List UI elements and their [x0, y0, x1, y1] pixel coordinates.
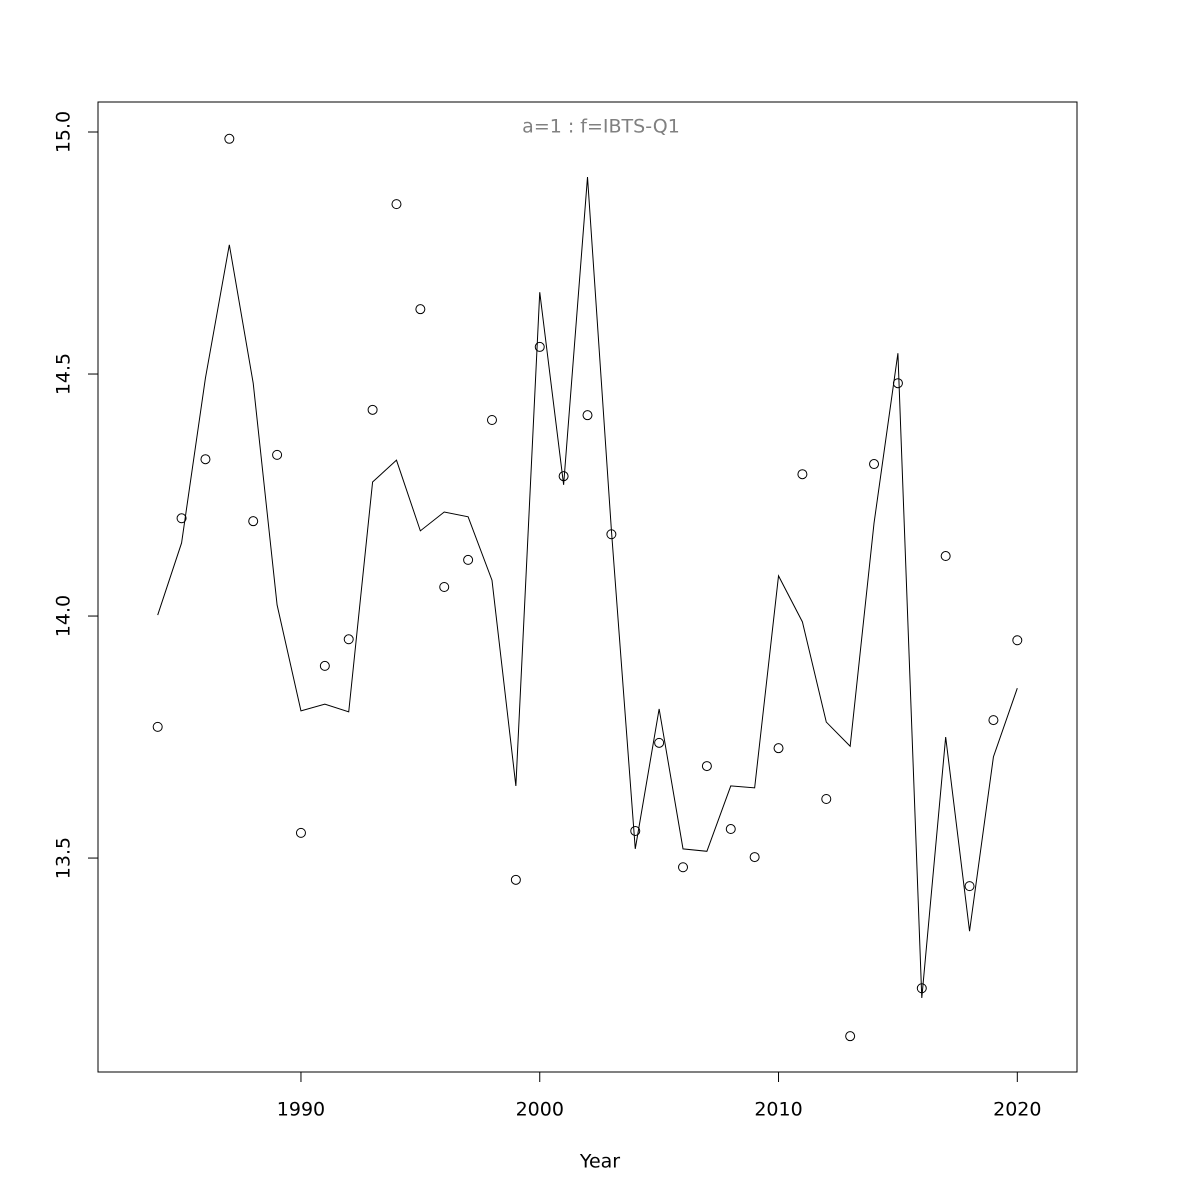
x-tick-label: 2010 [754, 1099, 802, 1121]
data-point [319, 660, 330, 671]
data-point [940, 551, 951, 562]
data-point [176, 513, 187, 524]
data-point [892, 378, 903, 389]
data-point [749, 852, 760, 863]
data-point [869, 459, 880, 470]
data-point [582, 410, 593, 421]
x-tick-label: 2020 [993, 1099, 1041, 1121]
data-point [295, 827, 306, 838]
data-point [367, 404, 378, 415]
y-tick-label: 13.5 [53, 837, 75, 879]
data-point [821, 794, 832, 805]
data-point [415, 304, 426, 315]
data-point [463, 554, 474, 565]
data-point [534, 341, 545, 352]
y-tick-label: 15.0 [53, 111, 75, 153]
data-point [439, 582, 450, 592]
x-axis-label: Year [579, 1151, 620, 1173]
data-point [272, 449, 283, 460]
fitted-line [157, 176, 1018, 998]
data-point [630, 825, 641, 836]
data-point [510, 874, 521, 885]
data-point [152, 721, 163, 732]
data-point [391, 199, 402, 210]
chart-title: a=1 : f=IBTS-Q1 [522, 116, 680, 138]
data-point [1012, 635, 1023, 646]
data-point [343, 634, 354, 645]
data-point [200, 454, 211, 465]
data-point [486, 415, 497, 426]
data-point [845, 1031, 856, 1042]
data-point [224, 133, 235, 144]
data-point [725, 824, 736, 835]
data-point [248, 516, 259, 527]
data-point [678, 862, 689, 873]
plot-frame [97, 101, 1078, 1073]
data-point [964, 881, 975, 892]
data-point [701, 761, 712, 772]
y-tick-label: 14.5 [53, 353, 75, 395]
data-point [797, 469, 808, 480]
y-tick-label: 14.0 [53, 595, 75, 637]
data-point [773, 743, 784, 754]
x-tick-label: 1990 [277, 1099, 325, 1121]
x-tick-label: 2000 [516, 1099, 564, 1121]
data-point [988, 715, 999, 726]
data-point [654, 737, 665, 748]
